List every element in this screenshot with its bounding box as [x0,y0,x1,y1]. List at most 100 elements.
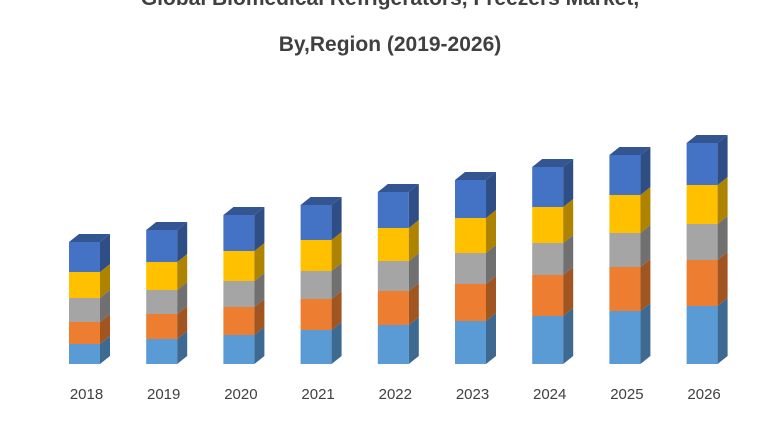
bar-segment-side-2019-s3 [177,254,188,290]
bar-segment-side-2025-s0 [640,303,651,364]
bar-top-2019 [146,222,188,230]
bar-segment-side-2019-s0 [177,331,188,364]
bar-segment-2022-s2 [377,261,409,291]
bar-segment-side-2023-s2 [486,245,496,284]
bar-segment-2024-s4 [532,167,564,207]
bar-segment-2019-s4 [146,230,178,262]
bar-segment-2021-s1 [300,299,332,330]
bar-segment-side-2023-s3 [486,210,496,253]
bar-segment-side-2022-s1 [408,283,419,325]
x-tick-label: 2025 [610,386,643,403]
bar-segment-2025-s1 [609,267,641,311]
bar-segment-2020-s1 [223,307,255,335]
bar-segment-side-2026-s1 [717,252,728,306]
bar-segment-side-2026-s2 [717,216,728,260]
bar-segment-side-2020-s4 [254,207,265,251]
bar-segment-side-2018-s1 [100,314,110,344]
bar-segment-2023-s4 [455,180,486,218]
x-tick-label: 2026 [687,386,720,403]
bar-segment-side-2021-s3 [331,232,342,271]
bar-top-2026 [686,135,728,143]
bar-segment-side-2022-s0 [408,317,419,364]
bar-top-2025 [609,147,651,155]
bar-segment-2020-s3 [223,251,255,281]
bar-segment-side-2026-s0 [717,298,728,364]
bar-segment-side-2018-s0 [100,336,110,364]
bar-segment-side-2025-s4 [640,147,651,195]
bar-top-2021 [300,197,342,205]
bar-segment-2024-s3 [532,207,564,243]
bar-segment-2022-s3 [377,228,409,261]
bar-segment-2021-s3 [300,240,332,271]
bar-segment-side-2018-s3 [100,264,110,298]
bar-segment-side-2023-s4 [486,172,496,218]
bar-segment-side-2026-s4 [717,135,728,185]
bar-segment-side-2025-s2 [640,225,651,267]
x-tick-label: 2023 [456,386,489,403]
bar-segment-2019-s0 [146,339,178,364]
bar-segment-2023-s0 [455,321,486,364]
chart-title-line-1: Global Biomedical Refrigerators, Freezer… [0,0,780,11]
x-tick-label: 2020 [224,386,257,403]
bar-segment-2021-s0 [300,330,332,364]
bar-segment-2018-s1 [69,322,100,344]
bar-segment-2025-s4 [609,155,641,195]
bar-segment-side-2024-s0 [563,308,574,364]
x-tick-label: 2024 [533,386,566,403]
bar-segment-2020-s4 [223,215,255,251]
bar-segment-2025-s2 [609,233,641,267]
bar-segment-side-2018-s4 [100,234,110,272]
bar-top-2020 [223,207,265,215]
x-tick-label: 2018 [70,386,103,403]
bar-segment-side-2023-s1 [486,276,496,321]
bar-segment-2023-s2 [455,253,486,284]
bar-segment-2026-s0 [686,306,718,364]
bar-segment-2025-s3 [609,195,641,233]
bar-top-2018 [69,234,110,242]
bar-segment-2018-s4 [69,242,100,272]
bar-segment-side-2023-s0 [486,313,496,364]
bar-segment-side-2020-s0 [254,327,265,364]
bar-segment-2021-s4 [300,205,332,240]
bar-top-2022 [377,184,419,192]
bar-segment-2023-s3 [455,218,486,253]
bar-segment-2018-s2 [69,298,100,322]
bar-segment-2020-s2 [223,281,255,307]
bar-segment-side-2021-s0 [331,322,342,364]
bar-segment-2025-s0 [609,311,641,364]
bar-segment-2024-s1 [532,275,564,316]
bar-segment-2019-s2 [146,290,178,314]
bar-segment-side-2026-s3 [717,177,728,224]
bar-segment-side-2021-s4 [331,197,342,240]
bar-segment-2021-s2 [300,271,332,299]
bar-segment-side-2019-s2 [177,282,188,314]
bar-top-2024 [532,159,574,167]
bar-segment-2018-s3 [69,272,100,298]
bar-segment-2023-s1 [455,284,486,321]
bar-segment-side-2019-s4 [177,222,188,262]
bar-segment-side-2020-s1 [254,299,265,335]
bar-segment-side-2022-s2 [408,253,419,291]
bar-segment-2026-s4 [686,143,718,185]
bar-segment-side-2024-s2 [563,235,574,275]
bar-segment-side-2022-s4 [408,184,419,228]
bar-segment-side-2024-s3 [563,199,574,243]
bar-segment-2026-s2 [686,224,718,260]
bar-segment-side-2021-s2 [331,263,342,299]
bar-segment-2026-s1 [686,260,718,306]
bar-segment-side-2020-s3 [254,243,265,281]
bar-segment-side-2019-s1 [177,306,188,339]
bar-segment-side-2024-s1 [563,267,574,316]
bar-segment-side-2024-s4 [563,159,574,207]
bar-segment-2022-s4 [377,192,409,228]
bar-segment-side-2020-s2 [254,273,265,307]
bar-segment-side-2025-s1 [640,259,651,311]
bar-segment-2022-s0 [377,325,409,364]
bar-segment-2022-s1 [377,291,409,325]
bar-segment-side-2021-s1 [331,291,342,330]
bar-segment-side-2025-s3 [640,187,651,233]
chart-title-line-2: By,Region (2019-2026) [278,33,502,56]
bar-segment-2020-s0 [223,335,255,364]
bar-segment-side-2022-s3 [408,220,419,261]
